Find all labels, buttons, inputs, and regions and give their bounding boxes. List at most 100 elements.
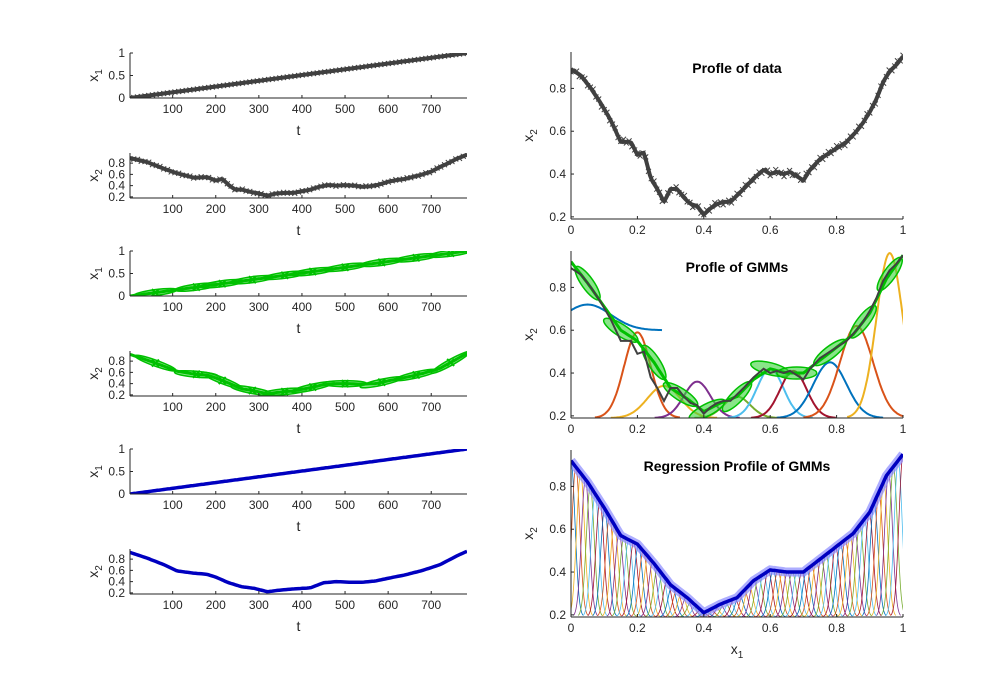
x-tick-label: 100 — [163, 400, 183, 414]
data-point — [640, 150, 646, 156]
data-point — [584, 82, 591, 89]
x-tick-label: 0.8 — [828, 621, 845, 635]
data-point — [449, 158, 455, 165]
data-point — [239, 186, 246, 192]
data-point — [389, 178, 395, 184]
data-point — [460, 153, 467, 160]
data-point — [595, 96, 602, 102]
data-point — [593, 94, 599, 100]
data-point — [314, 184, 321, 191]
gmm-center-marker — [192, 282, 201, 292]
data-point — [844, 138, 851, 145]
gmm-center-marker — [192, 370, 201, 379]
x-tick-label: 600 — [378, 400, 398, 414]
x-tick-label: 500 — [335, 102, 355, 116]
y-tick-label: 0.4 — [108, 179, 125, 193]
data-point — [739, 186, 746, 193]
y-tick-label: 0.8 — [549, 479, 566, 493]
x-axis-label: t — [297, 618, 301, 634]
y-tick-label: 0.5 — [108, 69, 125, 83]
y-tick-label: 0.8 — [549, 81, 566, 95]
x-tick-label: 700 — [421, 598, 441, 612]
x-tick-label: 0.8 — [828, 422, 845, 436]
gmm-component-10 — [846, 252, 903, 418]
y-axis-label: x1 — [85, 465, 105, 478]
x-tick-label: 400 — [292, 202, 312, 216]
data-point — [736, 191, 743, 198]
data-point — [858, 123, 865, 130]
x-tick-label: 0.6 — [762, 621, 779, 635]
gmm-center-marker — [248, 386, 257, 395]
gmm-center-marker — [377, 378, 386, 387]
x-tick-label: 700 — [421, 498, 441, 512]
data-point — [839, 140, 845, 147]
data-point — [872, 101, 879, 107]
data-point — [842, 142, 848, 149]
x-tick-label: 300 — [249, 598, 269, 612]
plot-area — [571, 252, 903, 418]
series-line — [130, 549, 467, 594]
gmm-center-marker — [446, 358, 455, 367]
x-tick-label: 100 — [163, 598, 183, 612]
data-point — [897, 58, 903, 64]
y-tick-label: 0.6 — [549, 323, 566, 337]
x-tick-label: 700 — [421, 300, 441, 314]
gmm-center-marker — [411, 253, 421, 262]
chart-panel-5: 100 200 300 400 500 600 700 0 0.5 1 t x1 — [85, 442, 467, 534]
y-tick-label: 0.6 — [549, 124, 566, 138]
x-axis-label: t — [297, 222, 301, 238]
data-point — [612, 125, 619, 131]
data-point — [615, 134, 621, 141]
x-tick-label: 200 — [206, 400, 226, 414]
y-tick-label: 0.8 — [549, 280, 566, 294]
gmm-center-marker — [218, 376, 227, 385]
data-point — [778, 169, 785, 176]
data-point — [753, 173, 760, 180]
y-tick-label: 0 — [118, 487, 125, 501]
x-tick-label: 100 — [163, 202, 183, 216]
data-point — [814, 159, 821, 166]
data-point — [709, 203, 715, 210]
x-tick-label: 400 — [292, 102, 312, 116]
gmm-center-marker — [151, 288, 160, 296]
chart-panel-2: 100 200 300 400 500 600 700 0.20.40.60.8 t x2 — [85, 153, 467, 238]
x-tick-label: 200 — [206, 598, 226, 612]
x-tick-label: 400 — [292, 300, 312, 314]
data-point — [875, 92, 881, 99]
y-tick-label: 0.4 — [549, 167, 566, 181]
data-point — [853, 128, 859, 135]
data-point — [134, 94, 141, 98]
data-point — [138, 93, 145, 98]
data-point — [430, 167, 437, 174]
data-point — [673, 184, 679, 190]
data-point — [303, 188, 309, 194]
data-point — [883, 73, 890, 80]
data-point — [822, 152, 829, 159]
gmm-center-marker — [308, 267, 317, 276]
y-tick-label: 0.4 — [108, 575, 125, 589]
data-point — [295, 189, 302, 195]
x-tick-label: 500 — [335, 498, 355, 512]
x-tick-label: 0 — [568, 621, 575, 635]
y-tick-label: 1 — [118, 46, 125, 60]
x-axis-label: x1 — [731, 641, 744, 661]
y-tick-label: 0.5 — [108, 267, 125, 281]
data-point — [581, 75, 588, 82]
data-point — [695, 203, 702, 209]
data-point — [329, 182, 336, 188]
data-point — [587, 84, 594, 91]
y-axis-label: x1 — [85, 267, 105, 280]
data-point — [866, 110, 873, 116]
x-tick-label: 0.4 — [695, 422, 712, 436]
data-point — [800, 177, 807, 183]
data-point — [378, 181, 384, 188]
data-point — [306, 186, 313, 193]
x-axis-label: t — [297, 320, 301, 336]
data-point — [157, 163, 163, 170]
y-axis-label: x2 — [520, 527, 540, 540]
plot-area — [571, 451, 903, 617]
x-tick-label: 400 — [292, 598, 312, 612]
y-axis-label: x2 — [85, 169, 105, 182]
x-axis-label: t — [297, 122, 301, 138]
data-point — [604, 109, 610, 116]
